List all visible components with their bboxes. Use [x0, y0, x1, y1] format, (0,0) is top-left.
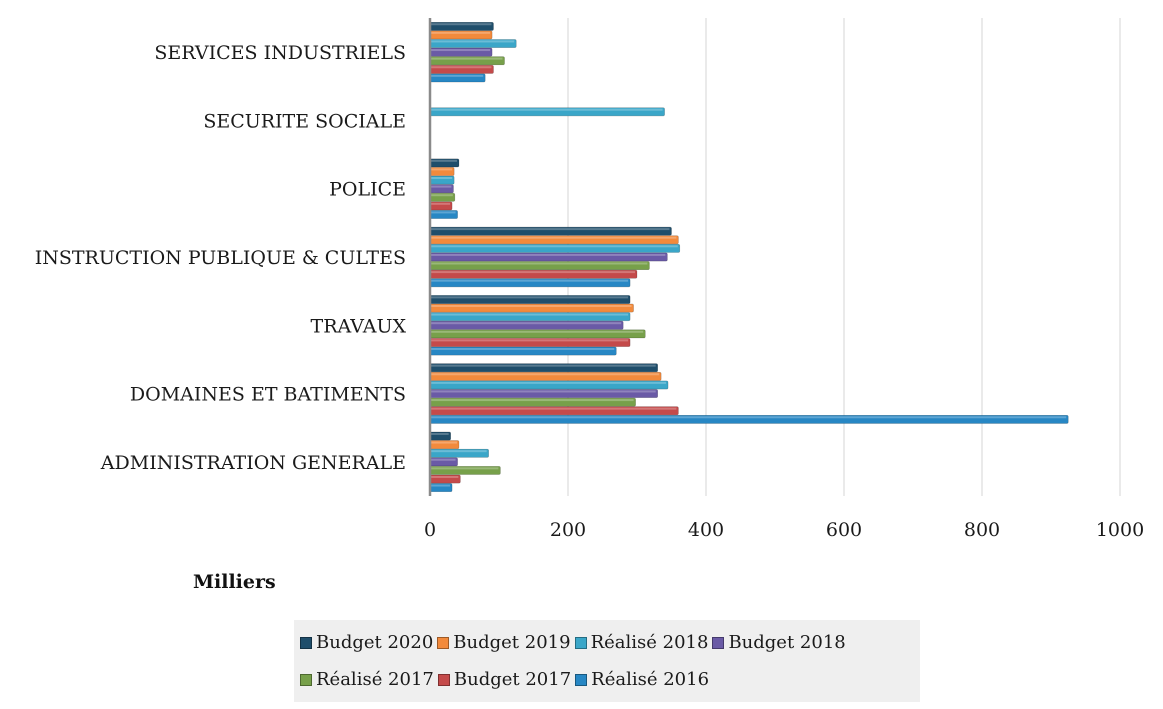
category-label: TRAVAUX [311, 315, 407, 337]
legend-swatch [575, 673, 588, 686]
bars [429, 21, 1069, 493]
bar-highlight [430, 23, 492, 26]
legend-item: Réalisé 2017 [300, 669, 434, 690]
category-label: INSTRUCTION PUBLIQUE & CULTES [35, 247, 406, 269]
legend-item: Réalisé 2016 [575, 669, 709, 690]
legend: Budget 2020 Budget 2019 Réalisé 2018 Budget… [294, 620, 920, 702]
category-label: SERVICES INDUSTRIELS [154, 42, 406, 64]
bar-highlight [430, 49, 491, 52]
bar-highlight [430, 262, 648, 265]
bar-highlight [430, 74, 484, 77]
bar-highlight [430, 441, 457, 444]
bar-highlight [430, 322, 622, 325]
legend-swatch [437, 673, 450, 686]
legend-label: Budget 2018 [728, 632, 846, 653]
bar-highlight [430, 450, 487, 453]
legend-label: Budget 2019 [453, 632, 571, 653]
bar-highlight [430, 228, 670, 231]
bar-highlight [430, 194, 453, 197]
bar-highlight [430, 185, 452, 188]
bar-highlight [430, 168, 453, 171]
bar-highlight [430, 339, 629, 342]
bar-highlight [430, 296, 629, 299]
legend-item: Budget 2018 [712, 632, 846, 653]
bar-highlight [430, 177, 453, 180]
bar-highlight [430, 416, 1067, 419]
legend-item: Budget 2020 [300, 632, 433, 653]
legend-item: Budget 2017 [437, 669, 572, 690]
legend-swatch [300, 673, 312, 686]
bar-highlight [430, 236, 677, 239]
bar-highlight [430, 31, 491, 34]
bar-highlight [430, 202, 451, 205]
legend-item: Réalisé 2018 [574, 632, 709, 653]
bar-highlight [430, 211, 456, 214]
legend-item: Budget 2019 [437, 632, 571, 653]
bar-highlight [430, 279, 629, 282]
unit-label: Milliers [193, 571, 276, 593]
bar-highlight [430, 399, 634, 402]
x-tick-label: 600 [826, 519, 862, 541]
legend-label: Budget 2017 [453, 669, 572, 690]
bar-highlight [430, 432, 449, 435]
legend-swatch [437, 636, 450, 649]
legend-swatch [712, 636, 725, 649]
category-label: POLICE [329, 179, 406, 201]
x-tick-label: 400 [688, 519, 724, 541]
bar-highlight [430, 253, 666, 256]
bar-highlight [430, 407, 677, 410]
bar-highlight [430, 271, 635, 274]
bar-highlight [430, 381, 667, 384]
labels: 0 200 400 600 800 1000 SERVICES INDUSTRIELS SEC… [35, 42, 1144, 541]
bar-highlight [430, 373, 660, 376]
category-label: SECURITE SOCIALE [203, 110, 406, 132]
legend-label: Réalisé 2018 [590, 632, 709, 653]
x-tick-label: 1000 [1096, 519, 1144, 541]
legend-label: Réalisé 2016 [591, 669, 710, 690]
bar-highlight [430, 390, 656, 393]
bar-highlight [430, 458, 456, 461]
bar-highlight [430, 57, 503, 60]
x-tick-label: 0 [424, 519, 436, 541]
bar-highlight [430, 245, 678, 248]
bar-highlight [430, 40, 515, 43]
x-tick-label: 200 [550, 519, 586, 541]
bar-highlight [430, 484, 451, 487]
legend-row: Réalisé 2017 Budget 2017 Réalisé 2016 [300, 661, 914, 698]
bar-highlight [430, 475, 459, 478]
legend-swatch [300, 636, 312, 649]
legend-swatch [574, 636, 587, 649]
bar-highlight [430, 467, 499, 470]
bar-highlight [430, 364, 656, 367]
x-tick-label: 800 [964, 519, 1000, 541]
category-label: ADMINISTRATION GENERALE [100, 452, 406, 474]
legend-label: Budget 2020 [316, 632, 434, 653]
category-label: DOMAINES ET BATIMENTS [130, 384, 406, 406]
bar-highlight [430, 66, 492, 69]
bar-highlight [430, 330, 644, 333]
bar-highlight [430, 108, 663, 111]
bar-highlight [430, 159, 457, 162]
legend-row: Budget 2020 Budget 2019 Réalisé 2018 Budget… [300, 624, 914, 661]
bar-highlight [430, 304, 632, 307]
legend-label: Réalisé 2017 [316, 669, 434, 690]
bar-highlight [430, 313, 629, 316]
bar-highlight [430, 347, 615, 350]
